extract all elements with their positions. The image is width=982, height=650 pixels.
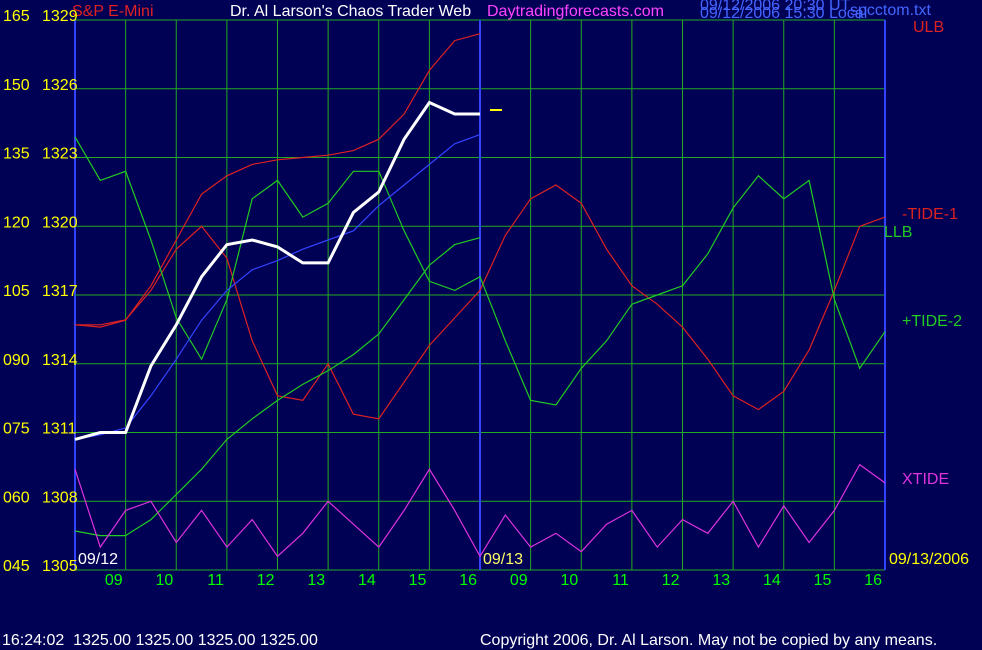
y-tick-label: 1311: [42, 421, 77, 438]
series-line: [74, 136, 886, 406]
copyright: Copyright 2006, Dr. Al Larson. May not b…: [480, 632, 937, 649]
x-tick-label: 11: [612, 572, 629, 589]
x-tick-label: 09: [105, 572, 123, 589]
x-tick-label: 12: [257, 572, 275, 589]
x-tick-label: 16: [864, 572, 882, 589]
y2-tick-label: 105: [3, 283, 30, 300]
x-tick-label: 13: [307, 572, 325, 589]
y2-tick-label: 060: [3, 489, 30, 506]
series-line: [75, 184, 886, 420]
date-label: 09/12: [78, 551, 118, 568]
series-line: [74, 134, 481, 440]
y2-tick-label: 045: [3, 558, 30, 575]
y2-tick-label: 120: [3, 214, 30, 231]
x-tick-label: 15: [409, 572, 427, 589]
y-tick-label: 1323: [42, 146, 78, 163]
y2-tick-label: 090: [3, 352, 30, 369]
x-tick-label: 11: [207, 572, 224, 589]
legend-label: -TIDE-1: [902, 206, 958, 223]
series-line: [74, 237, 481, 537]
date-label: 09/13: [483, 551, 523, 568]
x-tick-label: 14: [763, 572, 781, 589]
date-label: 09/13/2006: [889, 551, 969, 568]
timestamp: 09/12/2006 15:30 Local: [700, 5, 867, 22]
y-tick-label: 1320: [42, 214, 78, 231]
y-tick-label: 1317: [42, 283, 78, 300]
y-tick-label: 1305: [42, 558, 78, 575]
y2-tick-label: 075: [3, 421, 30, 438]
instrument: S&P E-Mini: [72, 3, 154, 20]
series-line: [74, 100, 480, 441]
y2-tick-label: 150: [3, 77, 30, 94]
legend-label: ULB: [913, 19, 944, 36]
x-tick-label: 15: [814, 572, 832, 589]
timestamp: 09/12/2006 20:30 UT: [700, 0, 851, 14]
chart-title: Dr. Al Larson's Chaos Trader Web: [230, 3, 471, 20]
legend-label: +TIDE-2: [902, 313, 962, 330]
x-tick-label: 16: [459, 572, 477, 589]
file-name: spcctom.txt: [850, 2, 931, 19]
website: Daytradingforecasts.com: [487, 3, 664, 20]
y-tick-label: 1308: [42, 489, 78, 506]
y-tick-label: 1314: [42, 352, 78, 369]
y2-tick-label: 165: [3, 8, 30, 25]
x-tick-label: 10: [560, 572, 578, 589]
status-line: 16:24:02 1325.00 1325.00 1325.00 1325.00: [2, 632, 318, 649]
x-tick-label: 14: [358, 572, 376, 589]
x-tick-label: 09: [510, 572, 528, 589]
x-tick-label: 12: [662, 572, 680, 589]
legend-label: XTIDE: [902, 471, 949, 488]
legend-label: LLB: [884, 224, 912, 241]
series-line: [74, 463, 886, 558]
y-tick-label: 1326: [42, 77, 78, 94]
x-tick-label: 10: [155, 572, 173, 589]
y2-tick-label: 135: [3, 146, 30, 163]
series-line: [74, 33, 481, 328]
x-tick-label: 13: [712, 572, 730, 589]
y-tick-label: 1329: [42, 8, 78, 25]
